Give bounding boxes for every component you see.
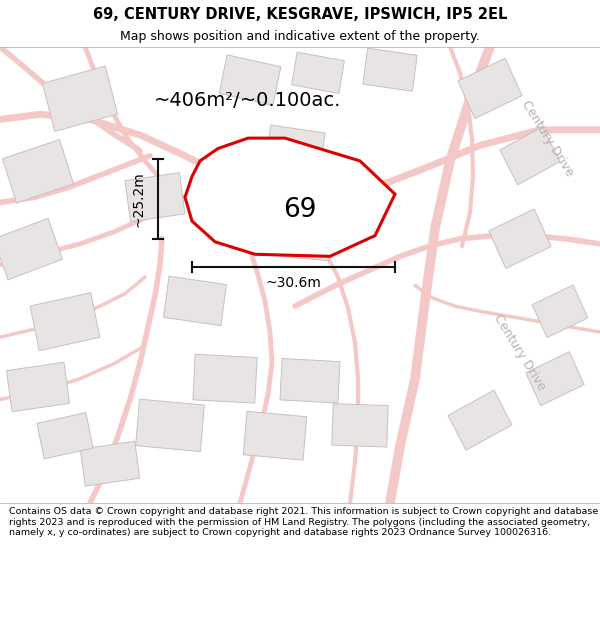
Text: Contains OS data © Crown copyright and database right 2021. This information is : Contains OS data © Crown copyright and d… (9, 508, 598, 538)
Text: Map shows position and indicative extent of the property.: Map shows position and indicative extent… (120, 30, 480, 43)
Polygon shape (193, 354, 257, 403)
Polygon shape (125, 173, 185, 222)
Polygon shape (458, 58, 522, 119)
Polygon shape (37, 412, 93, 459)
Polygon shape (0, 218, 62, 280)
Text: 69: 69 (283, 197, 317, 222)
Polygon shape (80, 441, 140, 486)
Polygon shape (363, 48, 417, 91)
Polygon shape (136, 399, 205, 451)
Polygon shape (500, 127, 560, 185)
Polygon shape (163, 276, 227, 326)
Text: 69, CENTURY DRIVE, KESGRAVE, IPSWICH, IP5 2EL: 69, CENTURY DRIVE, KESGRAVE, IPSWICH, IP… (93, 6, 507, 21)
Text: Century Drive: Century Drive (520, 98, 577, 179)
Text: Century Drive: Century Drive (491, 312, 548, 393)
Polygon shape (185, 138, 395, 256)
Polygon shape (30, 292, 100, 351)
Polygon shape (219, 55, 281, 105)
Polygon shape (280, 359, 340, 403)
Polygon shape (526, 352, 584, 406)
Polygon shape (277, 217, 332, 261)
Polygon shape (489, 209, 551, 269)
Polygon shape (2, 139, 73, 203)
Polygon shape (7, 362, 70, 412)
Text: ~406m²/~0.100ac.: ~406m²/~0.100ac. (154, 91, 341, 110)
Text: ~25.2m: ~25.2m (131, 171, 145, 227)
Polygon shape (243, 411, 307, 460)
Polygon shape (448, 390, 512, 450)
Polygon shape (292, 52, 344, 94)
Text: ~30.6m: ~30.6m (266, 276, 322, 290)
Polygon shape (532, 285, 588, 338)
Polygon shape (332, 404, 388, 447)
Polygon shape (265, 125, 325, 176)
Polygon shape (43, 66, 118, 131)
